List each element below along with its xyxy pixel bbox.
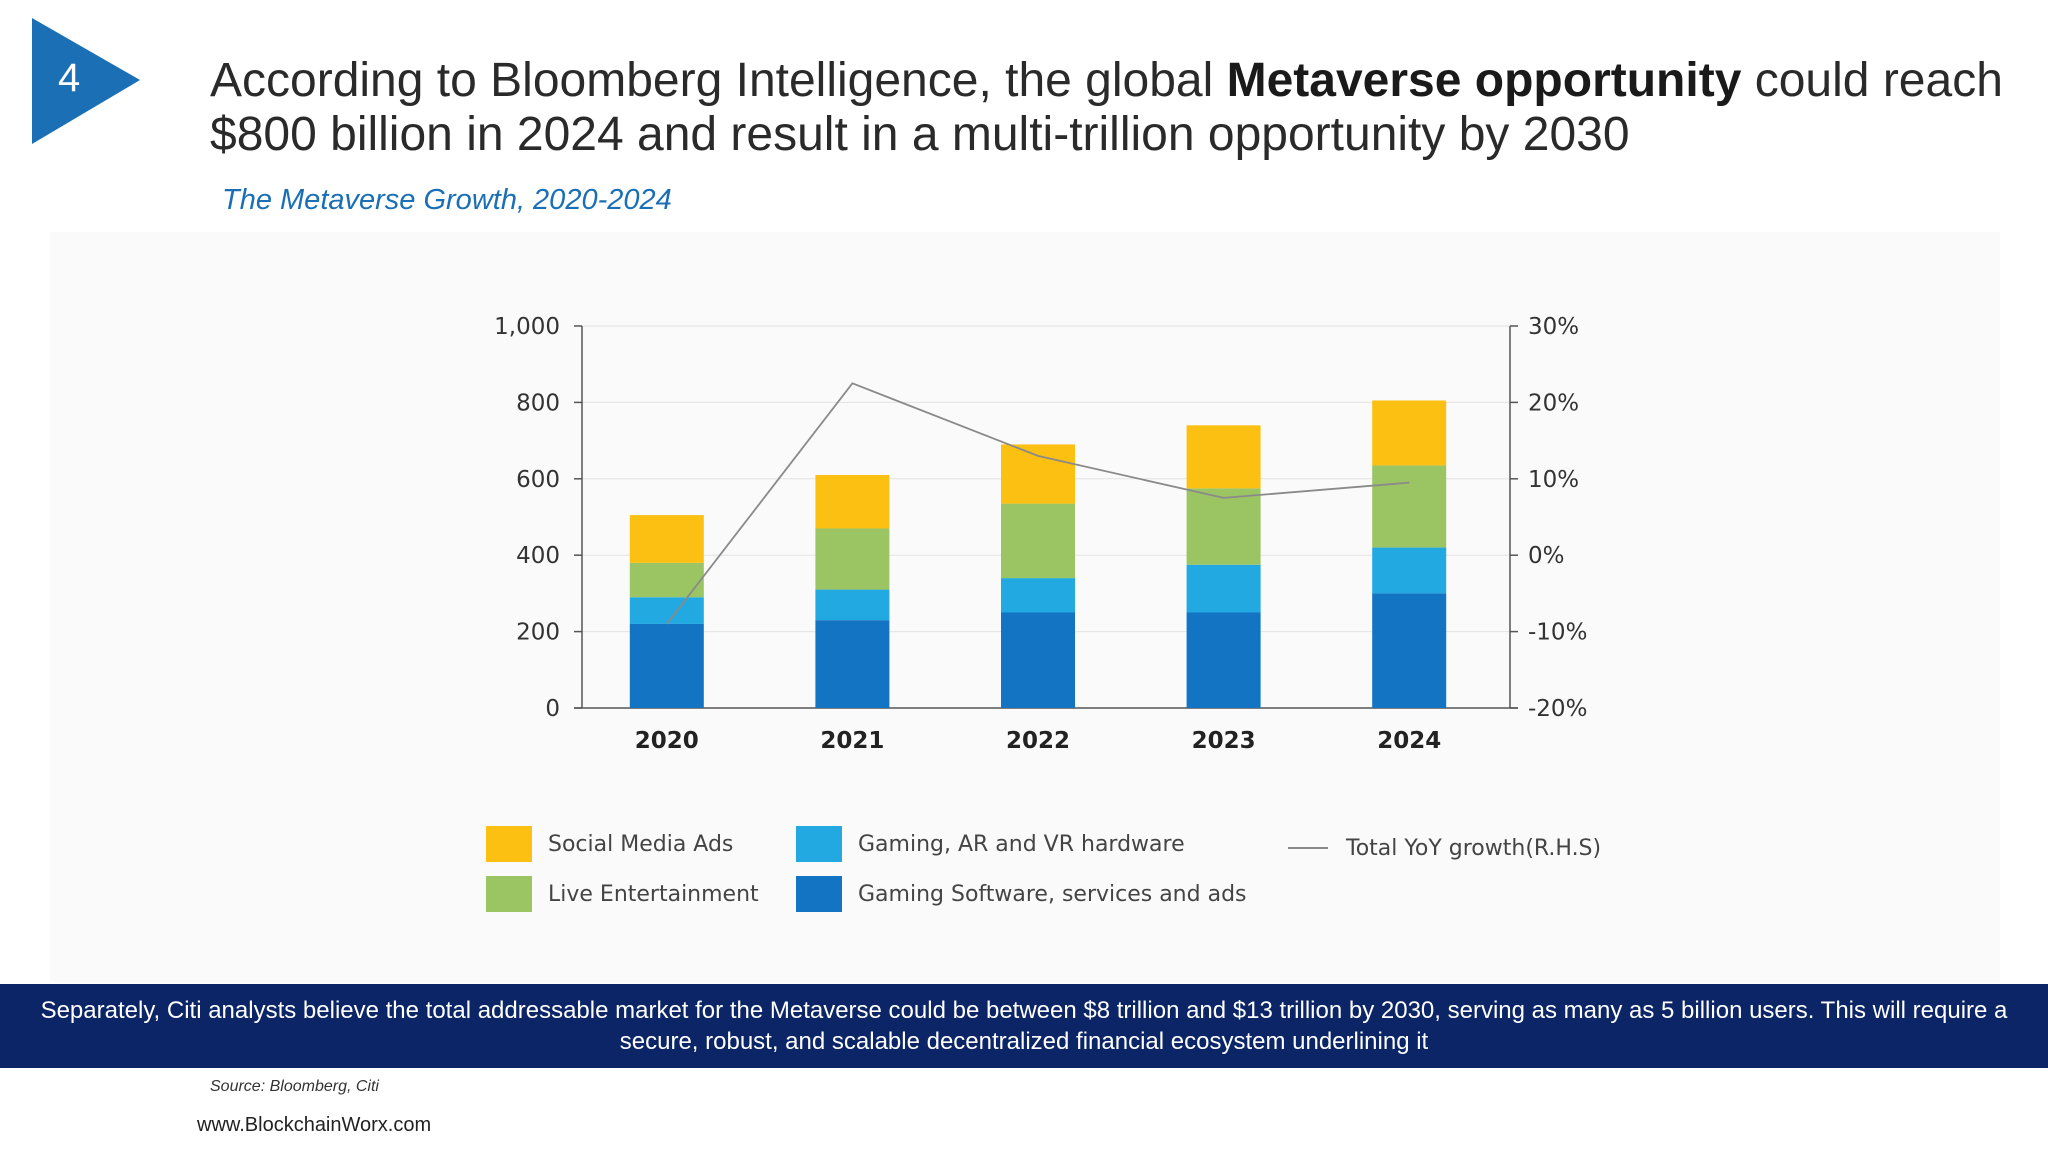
yoy-growth-line (666, 382, 1410, 625)
y-tick-label: 800 (516, 390, 560, 416)
legend-swatch-live-entertainment (486, 876, 532, 912)
bar-segment (815, 589, 890, 621)
headline-part-2: could reach $800 billion in 2024 and res… (210, 54, 2003, 161)
legend-swatch-gaming-hardware (796, 826, 842, 862)
x-tick-label: 2020 (635, 728, 699, 754)
bar-segment (1186, 564, 1261, 613)
legend-label-yoy-growth: Total YoY growth(R.H.S) (1346, 835, 1602, 861)
y-tick-label: 600 (516, 467, 560, 493)
y-tick-label: 200 (516, 620, 560, 646)
y2-tick-label: 0% (1528, 543, 1565, 569)
bar-segment (815, 474, 890, 529)
metaverse-growth-chart: 1,000 800 600 400 200 0 30% 20% 10% 0% -10% -20% 202… (494, 314, 1587, 754)
bar-segment (1001, 503, 1075, 579)
y2-tick-label: 30% (1528, 314, 1579, 340)
x-tick-label: 2024 (1377, 728, 1441, 754)
bar-segment (629, 562, 704, 598)
bar-segment (1186, 488, 1261, 565)
bar-segment (1372, 547, 1447, 594)
bar-segment (1372, 400, 1447, 466)
bar-segment (815, 528, 890, 590)
banner-text: Separately, Citi analysts believe the to… (40, 997, 2008, 1055)
y2-tick-label: 10% (1528, 467, 1579, 493)
bar-segment (815, 620, 890, 708)
bar-segment (629, 597, 704, 624)
legend-line-yoy-growth (1288, 847, 1328, 849)
chart-panel: 1,000 800 600 400 200 0 30% 20% 10% 0% -10% -20% 202… (50, 232, 2000, 982)
chart-legend: Social Media Ads Live Entertainment Gami… (486, 826, 1636, 926)
chart-subtitle: The Metaverse Growth, 2020-2024 (222, 184, 672, 216)
headline-bold: Metaverse opportunity (1226, 54, 1742, 107)
bar-segment (1186, 612, 1261, 708)
legend-item-gaming-hardware: Gaming, AR and VR hardware (796, 826, 1185, 862)
legend-label-gaming-hardware: Gaming, AR and VR hardware (858, 831, 1185, 857)
y-tick-label: 400 (516, 543, 560, 569)
legend-label-social-media-ads: Social Media Ads (548, 831, 734, 857)
legend-label-live-entertainment: Live Entertainment (548, 881, 759, 907)
bar-segment (1186, 425, 1261, 489)
y2-tick-label: 20% (1528, 390, 1579, 416)
bar-segment (629, 623, 704, 708)
legend-item-social-media-ads: Social Media Ads (486, 826, 733, 862)
legend-item-gaming-software: Gaming Software, services and ads (796, 876, 1247, 912)
bar-segment (1372, 593, 1447, 708)
legend-item-yoy-growth: Total YoY growth(R.H.S) (1288, 830, 1601, 866)
x-tick-label: 2022 (1006, 728, 1070, 754)
slide-number: 4 (58, 56, 81, 100)
slide-number-arrow-icon (32, 18, 140, 144)
bar-segment (1372, 465, 1447, 548)
legend-swatch-social-media-ads (486, 826, 532, 862)
bar-segment (1001, 612, 1075, 708)
headline-part-1: According to Bloomberg Intelligence, the… (210, 54, 1227, 107)
website-url: www.BlockchainWorx.com (197, 1114, 432, 1136)
slide-number-badge: 4 (32, 18, 142, 146)
legend-label-gaming-software: Gaming Software, services and ads (858, 881, 1247, 907)
y2-tick-label: -10% (1528, 620, 1587, 646)
source-note: Source: Bloomberg, Citi (210, 1078, 379, 1095)
x-tick-label: 2021 (820, 728, 884, 754)
headline: According to Bloomberg Intelligence, the… (210, 54, 2010, 162)
y-tick-label: 1,000 (494, 314, 560, 340)
footer-banner: Separately, Citi analysts believe the to… (0, 984, 2048, 1068)
legend-item-live-entertainment: Live Entertainment (486, 876, 759, 912)
y-tick-label: 0 (545, 696, 560, 722)
bar-segment (629, 515, 704, 563)
legend-swatch-gaming-software (796, 876, 842, 912)
bar-segment (1001, 578, 1075, 613)
bar-segment (1001, 444, 1075, 504)
y2-tick-label: -20% (1528, 696, 1587, 722)
x-tick-label: 2023 (1192, 728, 1256, 754)
